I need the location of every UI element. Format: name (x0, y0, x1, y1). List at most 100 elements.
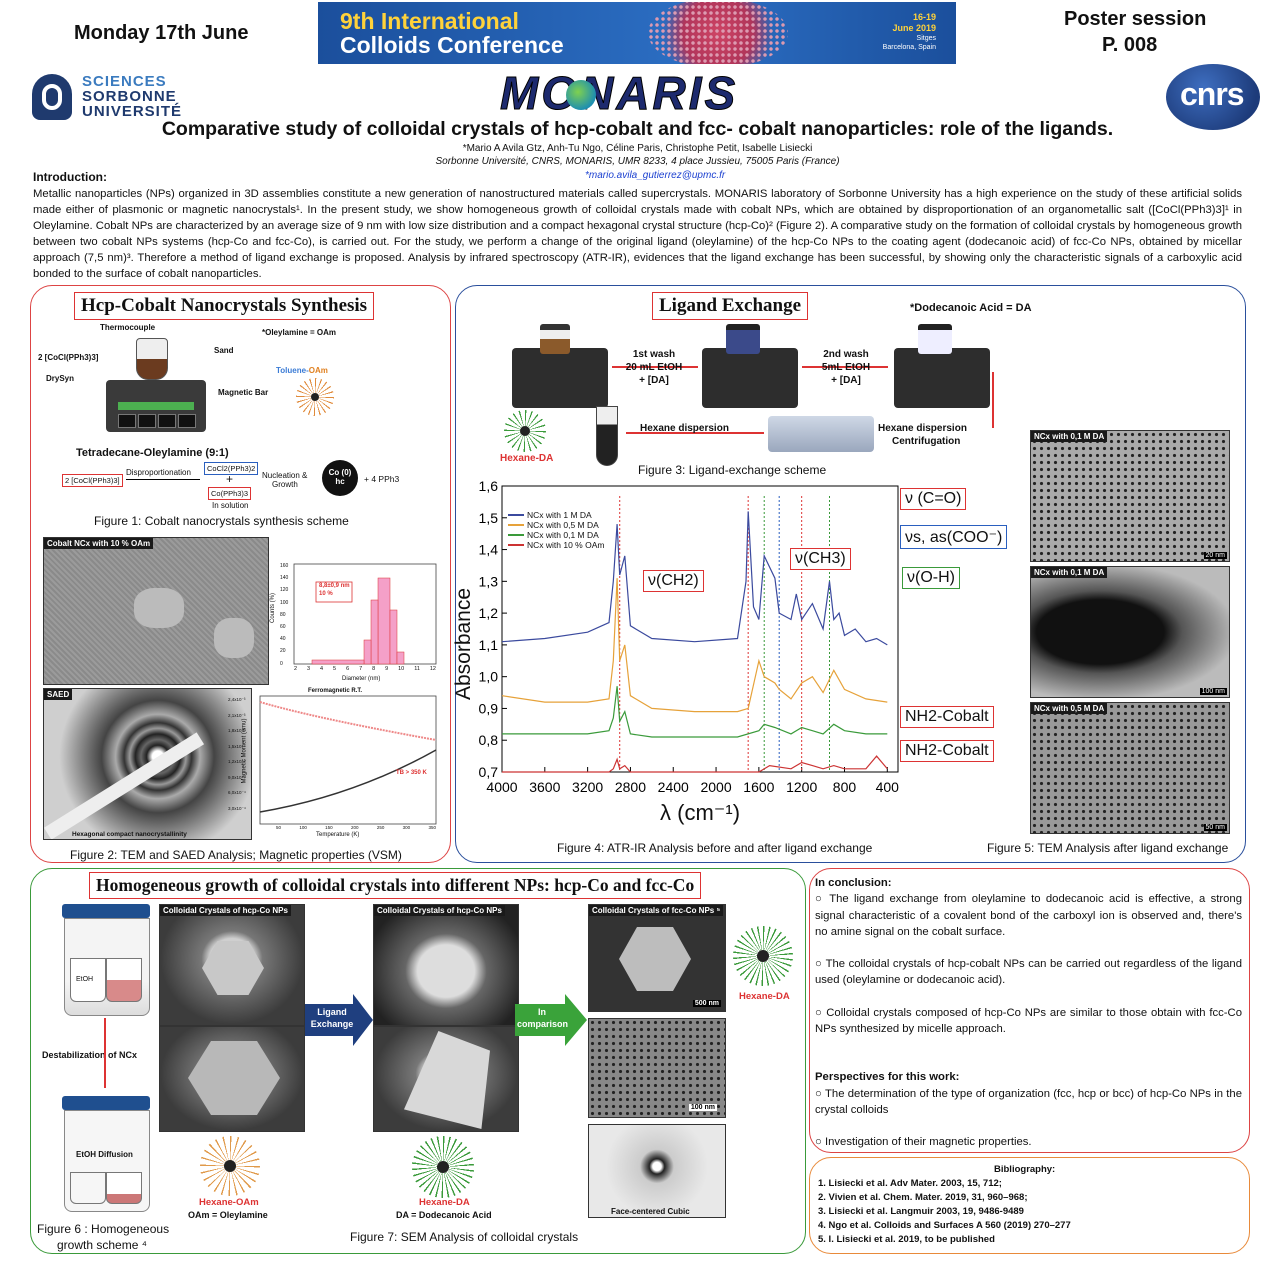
toluene-oam-text: OAm (309, 366, 328, 375)
hist-xtick: 3 (307, 666, 310, 672)
hotplate-icon (894, 348, 990, 408)
arrow-2-line: comparison (517, 1018, 567, 1030)
conclusion-item: ○ The colloidal crystals of hcp-cobalt N… (815, 956, 1242, 989)
jar-bottom-icon: EtOH Diffusion (62, 1096, 150, 1212)
vsm-svg (254, 688, 444, 840)
tem-image-da-2: NCx with 0,1 M DA 100 nm (1030, 566, 1230, 698)
vsm-xtick: 250 (377, 825, 385, 830)
da-definition-bottom: DA = Dodecanoic Acid (396, 1210, 492, 1220)
vsm-ytick: 6,0x10⁻⁴ (228, 785, 246, 801)
bibliography-heading: Bibliography: (994, 1163, 1055, 1177)
synthesis-title: Hcp-Cobalt Nanocrystals Synthesis (74, 292, 374, 320)
x-tick-label: 3200 (572, 779, 603, 795)
y-tick-label: 1,2 (479, 605, 499, 621)
session-label: Poster session (1064, 8, 1206, 31)
figure-4-caption: Figure 4: ATR-IR Analysis before and aft… (557, 841, 872, 855)
da-nanoparticle-icon (412, 1136, 474, 1198)
sorbonne-logo: SCIENCES SORBONNE UNIVERSITÉ (32, 72, 202, 122)
wash-1-line: 1st wash (612, 348, 696, 361)
arrow-2-label: In comparison (517, 1006, 567, 1030)
hist-ytick: 80 (280, 609, 288, 621)
legend-label: NCx with 0,1 M DA (527, 530, 599, 540)
vsm-xtick: 350 (428, 825, 436, 830)
bibliography-item: 4. Ngo et al. Colloids and Surfaces A 56… (818, 1219, 1071, 1233)
arrow-2-line: In (517, 1006, 567, 1018)
x-tick-label: 2000 (700, 779, 731, 795)
tem-image-oam: Cobalt NCx with 10 % OAm (43, 537, 269, 685)
size-histogram: 8,8±0,9 nm 10 % Counts (%) Diameter (nm)… (272, 560, 442, 685)
da-definition: *Dodecanoic Acid = DA (910, 302, 1032, 314)
ir-label-nh2-a: NH2-Cobalt (900, 706, 994, 728)
da-nanoparticle-icon (504, 410, 546, 452)
comparison-arrow: In comparison (515, 994, 587, 1046)
vial-icon (540, 324, 570, 354)
figure-2-caption: Figure 2: TEM and SAED Analysis; Magneti… (70, 848, 402, 862)
y-tick-label: 0,8 (479, 732, 499, 748)
hist-xtick: 2 (294, 666, 297, 672)
ligand-scheme: 1st wash 20 mL EtOH + [DA] 2nd wash 5mL … (500, 320, 1020, 470)
sem-hcp-da-1: Colloidal Crystals of hcp-Co NPs (373, 904, 519, 1026)
synthesis-setup-diagram: Thermocouple *Oleylamine = OAm 2 [CoCl(P… (40, 320, 440, 500)
hist-xtick: 10 (398, 666, 404, 672)
oam-nanoparticle-icon (296, 378, 334, 416)
x-tick-label: 400 (876, 779, 900, 795)
conclusion-item-text: The ligand exchange from oleylamine to d… (815, 893, 1242, 938)
hexane-dispersion-label-right: Hexane dispersion (878, 423, 967, 434)
ir-label-ch3: ν(CH3) (790, 548, 851, 570)
x-tick-label: 1600 (743, 779, 774, 795)
tem-label: NCx with 0,1 M DA (1031, 431, 1107, 442)
conference-banner: 9th International Colloids Conference 16… (318, 2, 956, 64)
wash-2-label: 2nd wash 5mL EtOH + [DA] (804, 348, 888, 387)
banner-month: June 2019 (892, 23, 936, 33)
thermocouple-label: Thermocouple (100, 323, 155, 332)
y-tick-label: 1,0 (479, 669, 499, 685)
vsm-xlabel: Temperature (K) (316, 832, 359, 838)
perspective-item-text: The determination of the type of organiz… (815, 1088, 1242, 1116)
wash-2-line: 2nd wash (804, 348, 888, 361)
hist-xtick: 6 (346, 666, 349, 672)
histogram-xticks: 2 3 4 5 6 7 8 9 10 11 12 (294, 666, 436, 672)
figure-6-caption-1: Figure 6 : Homogeneous (37, 1222, 169, 1236)
monaris-globe-icon (566, 80, 596, 110)
tem-image-da-1: NCx with 0,1 M DA 20 nm (1030, 430, 1230, 562)
perspective-item: ○ Investigation of their magnetic proper… (815, 1134, 1242, 1150)
vial-icon (918, 324, 952, 354)
perspective-item-text: Investigation of their magnetic properti… (825, 1136, 1032, 1148)
email-link[interactable]: *mario.avila_gutierrez@upmc.fr (585, 170, 725, 181)
bibliography-list: 1. Lisiecki et al. Adv Mater. 2003, 15, … (818, 1177, 1071, 1247)
sem-fcc-2: 100 nm (588, 1018, 726, 1118)
hist-ytick: 120 (280, 584, 288, 596)
vsm-xtick: 100 (299, 825, 307, 830)
bibliography-item: 3. Lisiecki et al. Langmuir 2003, 19, 94… (818, 1205, 1071, 1219)
figure-5-caption: Figure 5: TEM Analysis after ligand exch… (987, 841, 1228, 855)
hotplate-icon (512, 348, 608, 408)
sem-header: Colloidal Crystals of fcc-Co NPs ⁵ (589, 905, 723, 916)
vsm-yticks: 2,4x10⁻³ 2,1x10⁻³ 1,8x10⁻³ 1,5x10⁻³ 1,2x… (228, 692, 246, 816)
drysyn-label: DrySyn (46, 374, 74, 383)
y-tick-label: 1,5 (479, 510, 499, 526)
vsm-xtick: 200 (351, 825, 359, 830)
conclusion-heading: In conclusion: (815, 875, 1242, 891)
figure-7-caption: Figure 7: SEM Analysis of colloidal crys… (350, 1230, 578, 1244)
tem-label: NCx with 0,1 M DA (1031, 567, 1107, 578)
banner-place-1: Sitges (917, 35, 936, 42)
wash-1-line: 20 mL EtOH (612, 361, 696, 374)
co0-text: Co (0) (322, 460, 358, 477)
hist-ytick: 0 (280, 658, 288, 670)
ir-label-nh2-b: NH2-Cobalt (900, 740, 994, 762)
hexane-da-label-right: Hexane-DA (739, 991, 790, 1002)
scalebar: 100 nm (689, 1104, 717, 1111)
ir-legend: NCx with 1 M DA NCx with 0,5 M DA NCx wi… (508, 510, 604, 550)
x-tick-label: 2400 (658, 779, 689, 795)
saed-label: SAED (44, 689, 72, 700)
centrifuge-icon (768, 416, 874, 452)
scalebar: 100 nm (1200, 688, 1227, 695)
fcc-label: Face-centered Cubic (611, 1207, 690, 1216)
y-tick-label: 1,4 (479, 542, 499, 558)
arrow-1-line: Exchange (309, 1018, 355, 1030)
precursor-label: 2 [CoCl(PPh3)3] (38, 353, 98, 362)
affiliation: Sorbonne Université, CNRS, MONARIS, UMR … (0, 156, 1275, 167)
vsm-ytick: 3,0x10⁻⁴ (228, 801, 246, 817)
hexane-da-label-bottom: Hexane-DA (419, 1197, 470, 1208)
vsm-xtick: 300 (403, 825, 411, 830)
